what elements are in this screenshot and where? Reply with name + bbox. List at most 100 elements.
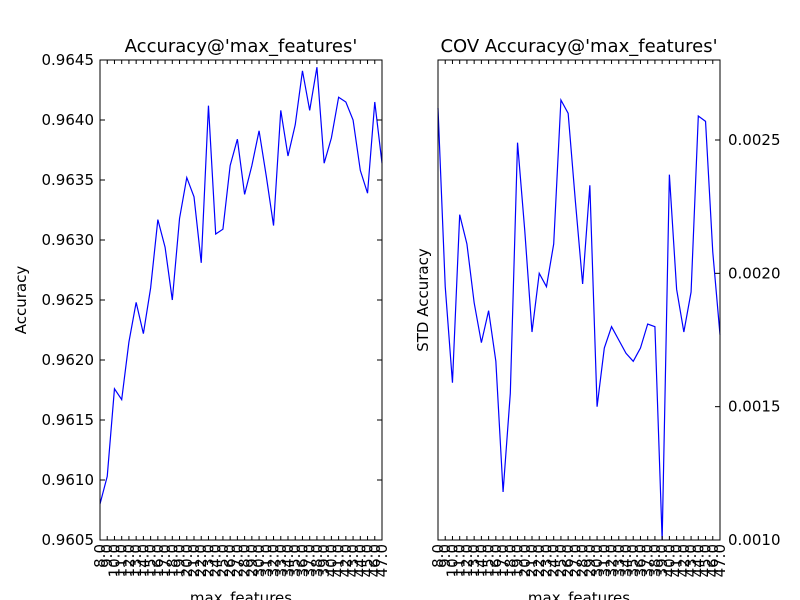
- right-x-tick-label: 27.0: [566, 544, 584, 577]
- right-x-tick-label: 31.0: [595, 544, 613, 577]
- right-x-tick-label: 14.0: [472, 544, 490, 577]
- left-y-tick-label: 0.9615: [42, 411, 95, 429]
- left-x-tick-label: 12.0: [120, 544, 138, 577]
- right-x-tick-label: 38.0: [646, 544, 664, 577]
- left-y-tick-label: 0.9605: [42, 531, 95, 549]
- left-x-tick-label: 20.0: [178, 544, 196, 577]
- right-x-tick-label: 16.0: [487, 544, 505, 577]
- left-chart: Accuracy@'max_features' Accuracy max_featu…: [12, 36, 391, 600]
- left-axes-frame: [99, 59, 383, 541]
- right-x-tick-label: 21.0: [523, 544, 541, 577]
- right-x-tick-label: 10.0: [443, 544, 461, 577]
- left-x-tick-label: 11.0: [113, 544, 131, 577]
- left-x-tick-label: 18.0: [163, 544, 181, 577]
- left-x-tick-label: 13.0: [127, 544, 145, 577]
- right-x-tick-label: 26.0: [559, 544, 577, 577]
- left-x-tick-label: 26.0: [221, 544, 239, 577]
- left-x-tick-label: 8.0: [91, 544, 109, 568]
- left-x-tick-label: 47.0: [373, 544, 391, 577]
- left-x-tick-label: 15.0: [142, 544, 160, 577]
- left-x-tick-label: 41.0: [330, 544, 348, 577]
- left-x-tick-label: 23.0: [199, 544, 217, 577]
- right-x-tick-label: 44.0: [689, 544, 707, 577]
- left-y-tick-label: 0.9625: [42, 291, 95, 309]
- right-x-tick-label: 15.0: [480, 544, 498, 577]
- left-y-tick-label: 0.9610: [42, 471, 95, 489]
- left-x-tick-label: 25.0: [214, 544, 232, 577]
- left-x-tick-label: 14.0: [134, 544, 152, 577]
- right-x-tick-label: 33.0: [610, 544, 628, 577]
- right-x-tick-label: 28.0: [574, 544, 592, 577]
- right-x-tick-label: 37.0: [639, 544, 657, 577]
- left-y-tick-label: 0.9620: [42, 351, 95, 369]
- left-x-tick-label: 17.0: [156, 544, 174, 577]
- left-x-tick-label: 37.0: [301, 544, 319, 577]
- right-x-tick-label: 24.0: [545, 544, 563, 577]
- right-x-tick-label: 36.0: [631, 544, 649, 577]
- right-y-tick-label: 0.0025: [728, 131, 781, 149]
- right-x-tick-label: 13.0: [465, 544, 483, 577]
- left-x-tick-label: 36.0: [293, 544, 311, 577]
- right-x-tick-label: 41.0: [668, 544, 686, 577]
- left-x-tick-label: 24.0: [207, 544, 225, 577]
- right-x-tick-label: 30.0: [588, 544, 606, 577]
- left-x-tick-label: 45.0: [359, 544, 377, 577]
- right-x-axis-label: max_features: [528, 589, 630, 600]
- right-x-tick-label: 22.0: [530, 544, 548, 577]
- right-x-tick-label: 17.0: [494, 544, 512, 577]
- right-x-tick-label: 46.0: [704, 544, 722, 577]
- left-x-tick-label: 40.0: [322, 544, 340, 577]
- right-axes-frame: [437, 59, 721, 541]
- right-x-tick-label: 45.0: [697, 544, 715, 577]
- right-y-tick-label: 0.0020: [728, 264, 781, 282]
- left-x-tick-label: 34.0: [279, 544, 297, 577]
- right-x-tick-label: 23.0: [537, 544, 555, 577]
- left-x-tick-label: 28.0: [236, 544, 254, 577]
- left-y-tick-label: 0.9645: [42, 51, 95, 69]
- left-x-tick-label: 19.0: [171, 544, 189, 577]
- left-y-tick-label: 0.9630: [42, 231, 95, 249]
- left-x-tick-label: 30.0: [250, 544, 268, 577]
- left-x-tick-label: 39.0: [315, 544, 333, 577]
- left-x-tick-label: 16.0: [149, 544, 167, 577]
- left-x-tick-label: 43.0: [344, 544, 362, 577]
- left-series-line: [99, 67, 383, 505]
- right-chart-title: COV Accuracy@'max_features': [440, 36, 717, 57]
- left-x-tick-label: 9.0: [98, 544, 116, 568]
- right-x-tick-label: 34.0: [617, 544, 635, 577]
- right-x-tick-label: 8.0: [429, 544, 447, 568]
- left-x-tick-label: 22.0: [192, 544, 210, 577]
- right-y-tick-label: 0.0015: [728, 398, 781, 416]
- left-y-tick-label: 0.9640: [42, 111, 95, 129]
- left-x-tick-label: 21.0: [185, 544, 203, 577]
- left-y-tick-label: 0.9635: [42, 171, 95, 189]
- right-x-tick-label: 18.0: [501, 544, 519, 577]
- left-x-tick-label: 32.0: [265, 544, 283, 577]
- left-x-axis-label: max_features: [190, 589, 292, 600]
- left-y-axis-label: Accuracy: [12, 266, 30, 335]
- left-x-tick-label: 42.0: [337, 544, 355, 577]
- left-chart-title: Accuracy@'max_features': [125, 36, 358, 57]
- right-x-tick-label: 43.0: [682, 544, 700, 577]
- right-x-tick-label: 9.0: [436, 544, 454, 568]
- left-x-tick-label: 44.0: [351, 544, 369, 577]
- right-x-tick-label: 40.0: [660, 544, 678, 577]
- right-x-tick-label: 20.0: [516, 544, 534, 577]
- right-series-line: [437, 97, 721, 541]
- left-x-tick-label: 10.0: [105, 544, 123, 577]
- right-x-tick-label: 47.0: [711, 544, 729, 577]
- right-x-tick-label: 11.0: [451, 544, 469, 577]
- right-y-tick-label: 0.0010: [728, 531, 781, 549]
- right-x-tick-label: 42.0: [675, 544, 693, 577]
- left-x-tick-label: 29.0: [243, 544, 261, 577]
- right-x-tick-label: 12.0: [458, 544, 476, 577]
- right-x-tick-label: 32.0: [603, 544, 621, 577]
- right-x-tick-label: 25.0: [552, 544, 570, 577]
- left-x-tick-label: 38.0: [308, 544, 326, 577]
- right-x-tick-label: 35.0: [624, 544, 642, 577]
- right-chart: COV Accuracy@'max_features' STD Accuracy m…: [414, 36, 781, 600]
- right-x-tick-label: 29.0: [581, 544, 599, 577]
- left-x-tick-label: 46.0: [366, 544, 384, 577]
- right-x-tick-label: 39.0: [653, 544, 671, 577]
